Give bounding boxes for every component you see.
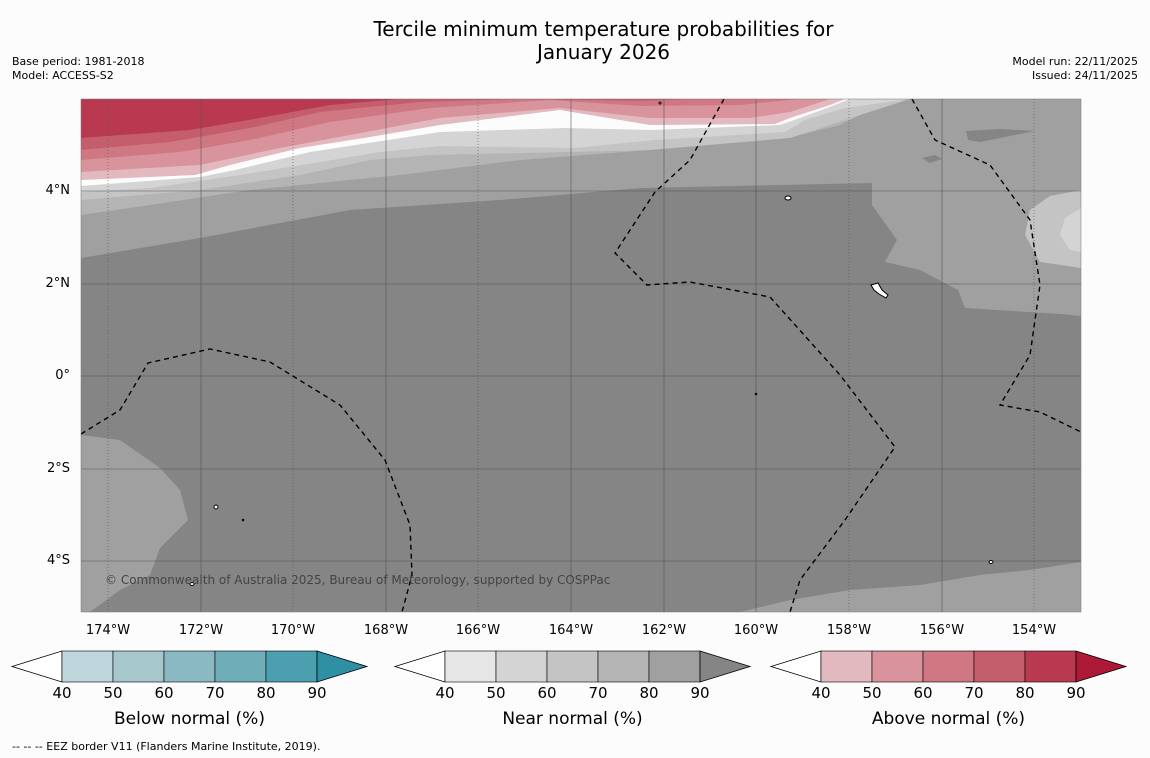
lat-label: 4°N [45, 183, 71, 198]
meta-left: Base period: 1981-2018 Model: ACCESS-S2 [12, 55, 144, 83]
colorbar-below [10, 650, 369, 683]
title-line-1: Tercile minimum temperature probabilitie… [373, 17, 834, 41]
colorbar-under-triangle [393, 650, 446, 683]
lon-label: 172°W [178, 623, 224, 638]
colorbar-under-triangle [769, 650, 822, 683]
colorbar-segment [61, 650, 114, 683]
lat-label: 4°S [46, 553, 70, 568]
lon-label: 164°W [548, 623, 594, 638]
eez-borders [81, 99, 1081, 612]
small-patch-1 [966, 129, 1035, 142]
cb-above-tick: 70 [964, 684, 984, 702]
map-fill-layer [81, 99, 1081, 612]
base-period: Base period: 1981-2018 [12, 55, 145, 68]
colorbar-segment [265, 650, 318, 683]
cb-above-tick: 50 [862, 684, 882, 702]
colorbar-segment [546, 650, 599, 683]
cb-near-tick: 40 [435, 684, 455, 702]
colorbar-segment [597, 650, 650, 683]
above-normal-80 [81, 99, 400, 138]
page-title: Tercile minimum temperature probabilitie… [0, 18, 1150, 64]
cb-below-title: Below normal (%) [114, 709, 265, 729]
near-normal-50-east [1060, 208, 1081, 252]
cb-below-tick: 60 [154, 684, 174, 702]
map-frame [80, 98, 1082, 613]
cb-below-tick: 90 [307, 684, 327, 702]
cb-below-tick: 80 [256, 684, 276, 702]
title-line-2: January 2026 [536, 40, 671, 64]
copyright-notice: © Commonwealth of Australia 2025, Bureau… [105, 573, 611, 587]
cb-below-tick: 40 [52, 684, 72, 702]
cb-above-tick: 60 [913, 684, 933, 702]
graticule [81, 99, 1081, 612]
lon-label: 160°W [733, 623, 779, 638]
lon-label: 174°W [85, 623, 131, 638]
cb-near-tick: 80 [639, 684, 659, 702]
cb-below-tick: 70 [205, 684, 225, 702]
footnote: -- -- -- EEZ border V11 (Flanders Marine… [12, 740, 321, 753]
lon-label: 162°W [641, 623, 687, 638]
colorbar-over-triangle [1075, 650, 1128, 683]
colorbar-over-triangle [699, 650, 752, 683]
colorbar-above [769, 650, 1128, 683]
cb-above-tick: 90 [1066, 684, 1086, 702]
lon-label: 154°W [1011, 623, 1057, 638]
lat-label: 2°N [45, 276, 71, 291]
colorbar-near [393, 650, 752, 683]
cb-near-tick: 60 [537, 684, 557, 702]
meta-right: Model run: 22/11/2025 Issued: 24/11/2025 [1012, 55, 1138, 83]
colorbar-segment [648, 650, 701, 683]
lon-label: 170°W [270, 623, 316, 638]
colorbars [10, 650, 1128, 683]
cb-above-tick: 80 [1015, 684, 1035, 702]
colorbar-segment [922, 650, 975, 683]
lon-label: 156°W [919, 623, 965, 638]
colorbar-segment [871, 650, 924, 683]
colorbar-over-triangle [316, 650, 369, 683]
colorbar-segment [820, 650, 873, 683]
model-run: Model run: 22/11/2025 [1012, 55, 1138, 68]
lat-label: 2°S [46, 461, 70, 476]
cb-near-title: Near normal (%) [502, 709, 643, 729]
issued-date: Issued: 24/11/2025 [1031, 69, 1138, 82]
cb-near-tick: 50 [486, 684, 506, 702]
cb-near-tick: 90 [690, 684, 710, 702]
near-normal-60-east [1025, 190, 1081, 268]
cb-above-title: Above normal (%) [871, 709, 1026, 729]
colorbar-segment [163, 650, 216, 683]
cb-below-tick: 50 [103, 684, 123, 702]
colorbar-segment [444, 650, 497, 683]
cb-near-tick: 70 [588, 684, 608, 702]
colorbar-segment [495, 650, 548, 683]
colorbar-segment [973, 650, 1026, 683]
colorbar-segment [214, 650, 267, 683]
lon-label: 168°W [363, 623, 409, 638]
model-name: Model: ACCESS-S2 [12, 69, 114, 82]
colorbar-segment [1024, 650, 1077, 683]
islands [189, 101, 994, 586]
near-normal-80-southeast [740, 562, 1081, 612]
lon-label: 158°W [826, 623, 872, 638]
colorbar-under-triangle [10, 650, 63, 683]
lat-label: 0° [55, 368, 70, 383]
colorbar-segment [112, 650, 165, 683]
lon-label: 166°W [455, 623, 501, 638]
cb-above-tick: 40 [811, 684, 831, 702]
small-patch-2 [922, 155, 942, 163]
